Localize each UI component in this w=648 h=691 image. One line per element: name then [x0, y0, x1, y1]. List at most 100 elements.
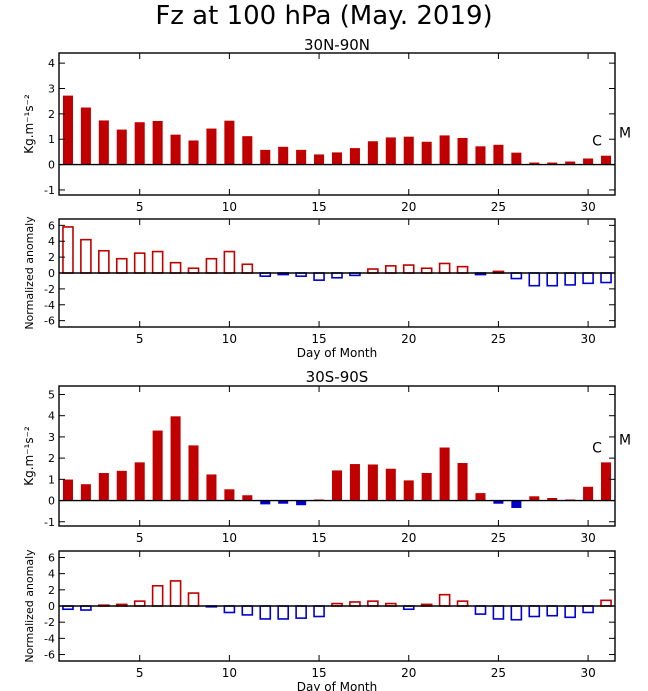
- y-tick-label: 6: [48, 219, 55, 232]
- bar-positive-day-13: [278, 146, 289, 165]
- y-tick-label: -4: [44, 632, 55, 645]
- bar-positive-day-7: [170, 416, 181, 501]
- bar-negative-day-29: [564, 605, 576, 619]
- bar-positive-day-24: [475, 493, 486, 501]
- bar-positive-day-21: [420, 267, 433, 274]
- bar-positive-day-2: [80, 238, 92, 274]
- bar-positive-day-10: [224, 489, 235, 501]
- annotation-m: M: [619, 126, 631, 142]
- bar-negative-day-13: [278, 500, 289, 504]
- bar-positive-day-16: [331, 470, 343, 501]
- y-tick-label: 0: [48, 159, 55, 172]
- y-tick-label: 1: [48, 473, 55, 486]
- bar-positive-day-4: [116, 470, 127, 501]
- bar-positive-day-2: [80, 107, 91, 165]
- plot-frame: [58, 52, 616, 196]
- y-tick-label: -2: [44, 283, 55, 296]
- bar-positive-day-22: [439, 135, 450, 165]
- bar-positive-day-9: [206, 474, 217, 501]
- bar-positive-day-6: [151, 250, 164, 274]
- x-tick-label: 20: [401, 332, 416, 346]
- bar-positive-day-21: [421, 141, 432, 165]
- bar-positive-day-11: [242, 495, 253, 501]
- x-tick-label: 5: [136, 200, 144, 214]
- y-tick-label: -6: [44, 315, 55, 328]
- x-tick-label: 25: [491, 531, 506, 545]
- bar-negative-day-16: [331, 272, 343, 279]
- bar-positive-day-31: [600, 599, 612, 607]
- bar-negative-day-15: [313, 272, 325, 281]
- x-tick-label: 20: [401, 666, 416, 680]
- x-tick-label: 15: [311, 531, 326, 545]
- y-tick-label: -1: [44, 516, 55, 529]
- bar-negative-day-31: [600, 272, 612, 284]
- bar-negative-day-14: [295, 605, 307, 619]
- bar-positive-day-2: [80, 484, 91, 501]
- bar-positive-day-23: [457, 463, 468, 501]
- x-tick-label: 15: [311, 332, 326, 346]
- x-tick-label: 5: [136, 666, 144, 680]
- bar-negative-day-27: [528, 272, 541, 287]
- bar-positive-day-20: [403, 480, 414, 501]
- bar-negative-day-29: [564, 272, 576, 286]
- bar-positive-day-30: [583, 486, 594, 501]
- bar-positive-day-28: [547, 498, 558, 501]
- bar-positive-day-7: [169, 580, 182, 607]
- bar-negative-day-14: [296, 500, 307, 506]
- bar-positive-day-15: [314, 154, 325, 165]
- panel-title: 30S-90S: [306, 368, 369, 386]
- bar-positive-day-31: [601, 155, 612, 165]
- x-axis-label: Day of Month: [297, 680, 378, 691]
- bar-positive-day-9: [206, 128, 217, 165]
- x-tick-label: 10: [222, 666, 237, 680]
- panel-title: 30N-90N: [304, 36, 370, 54]
- y-tick-label: 2: [48, 108, 55, 121]
- bar-positive-day-8: [187, 267, 200, 274]
- bar-positive-day-27: [529, 496, 540, 501]
- bar-positive-day-5: [133, 600, 146, 607]
- bar-positive-day-11: [242, 136, 253, 165]
- bar-positive-day-4: [116, 129, 127, 165]
- y-tick-label: -2: [44, 616, 55, 629]
- y-tick-label: 0: [48, 495, 55, 508]
- y-tick-label: 2: [48, 251, 55, 264]
- bar-positive-day-10: [223, 250, 236, 274]
- annotation-m: M: [619, 432, 631, 448]
- x-tick-label: 20: [401, 531, 416, 545]
- bar-positive-day-18: [367, 141, 378, 165]
- x-tick-label: 20: [401, 200, 416, 214]
- x-tick-label: 5: [136, 531, 144, 545]
- y-tick-label: 2: [48, 584, 55, 597]
- x-tick-label: 10: [222, 332, 237, 346]
- y-tick-label: 4: [48, 568, 55, 581]
- bar-negative-day-28: [546, 272, 559, 287]
- annotation-c: C: [592, 134, 602, 150]
- x-tick-label: 15: [311, 200, 326, 214]
- y-tick-label: 3: [48, 83, 55, 96]
- figure-title: Fz at 100 hPa (May. 2019): [155, 1, 492, 31]
- bar-positive-day-5: [134, 462, 145, 501]
- y-tick-label: 1: [48, 133, 55, 146]
- bar-positive-day-25: [493, 144, 504, 165]
- bar-positive-day-23: [456, 600, 469, 607]
- bar-negative-day-26: [510, 272, 523, 280]
- plot-frame: [58, 385, 616, 527]
- bar-positive-day-26: [511, 152, 522, 165]
- y-tick-label: 4: [48, 410, 55, 423]
- bar-positive-day-1: [62, 479, 73, 501]
- bar-positive-day-19: [385, 137, 396, 165]
- bar-positive-day-20: [403, 136, 414, 165]
- bar-positive-day-17: [349, 148, 360, 165]
- bar-positive-day-21: [421, 472, 432, 501]
- annotation-c: C: [592, 440, 602, 456]
- bar-negative-day-12: [259, 605, 272, 620]
- bar-positive-day-22: [438, 262, 451, 274]
- y-tick-label: 5: [48, 388, 55, 401]
- y-axis-label: Kg.m⁻¹s⁻²: [22, 426, 36, 486]
- bar-negative-day-26: [511, 500, 522, 508]
- bar-positive-day-18: [367, 600, 379, 607]
- bar-positive-day-6: [151, 584, 164, 607]
- x-tick-label: 30: [580, 666, 595, 680]
- bar-negative-day-11: [241, 605, 254, 616]
